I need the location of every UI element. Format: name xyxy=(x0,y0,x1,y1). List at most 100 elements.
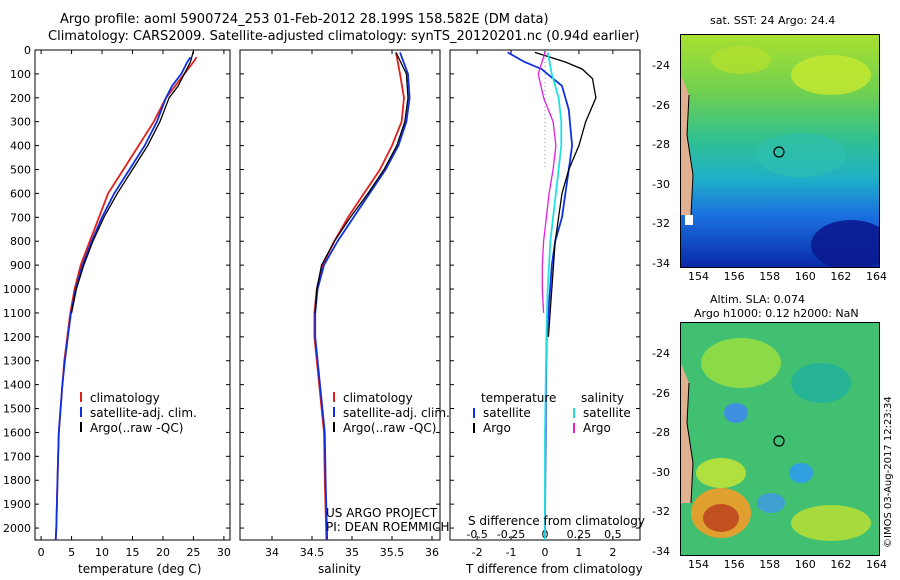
y-tick-label: 700 xyxy=(10,211,31,224)
y-tick-label: 1200 xyxy=(3,331,31,344)
header-line2: Climatology: CARS2009. Satellite-adjuste… xyxy=(48,29,640,44)
legend-temp-head: temperature xyxy=(481,391,557,405)
salinity-legend: climatology satellite-adj. clim. Argo(..… xyxy=(333,391,450,436)
series-line xyxy=(314,52,411,541)
salinity-xlabel: salinity xyxy=(318,562,362,576)
sla-map-image xyxy=(681,323,879,555)
map-y-tick-label: -24 xyxy=(652,347,670,360)
legend-sal-head: salinity xyxy=(581,391,625,405)
y-tick-label: 1000 xyxy=(3,283,31,296)
legend-item-satellite: satellite-adj. clim. xyxy=(333,406,450,421)
y-tick-label: 1300 xyxy=(3,355,31,368)
y-tick-label: 600 xyxy=(10,187,31,200)
project-line2: PI: DEAN ROEMMICH xyxy=(326,520,450,534)
y-tick-label: 1900 xyxy=(3,498,31,511)
salinity-panel: 34 34.5 35 35.5 36 xyxy=(239,49,441,559)
y-tick-label: 1700 xyxy=(3,450,31,463)
x-tick-label: 20 xyxy=(156,546,170,559)
map-x-tick-label: 160 xyxy=(794,558,816,571)
map-y-tick-label: -28 xyxy=(652,426,670,440)
x-tick-label: 34.5 xyxy=(300,546,325,559)
legend-item-climatology: climatology xyxy=(333,391,450,406)
y-tick-label: 1500 xyxy=(3,403,31,416)
y-tick-label: 300 xyxy=(10,116,31,129)
difference-xlabel-top: S difference from climatology xyxy=(468,514,645,528)
map-y-tick-label: -30 xyxy=(652,177,670,191)
sla-label1: Altim. SLA: 0.074 xyxy=(710,293,806,306)
map-x-tick-label: 156 xyxy=(723,270,745,283)
x-tick-label: 5 xyxy=(68,546,75,559)
sla-label2: Argo h1000: 0.12 h2000: NaN xyxy=(694,307,859,320)
x-tick-label: 10 xyxy=(95,546,109,559)
x-tick-label: 36 xyxy=(425,546,439,559)
credit-text: ©IMOS 03-Aug-2017 12:23:34 xyxy=(883,396,894,548)
map-y-tick-label: -32 xyxy=(652,505,670,519)
x-tick-label: 15 xyxy=(126,546,140,559)
profile-plots: 0100200300400500600700800900100011001200… xyxy=(3,44,641,559)
y-tick-label: 1600 xyxy=(3,426,31,439)
temperature-legend: climatology satellite-adj. clim. Argo(..… xyxy=(80,391,197,436)
map-y-tick-label: -26 xyxy=(652,386,670,400)
series-line xyxy=(537,52,557,313)
x-tick-label: 2 xyxy=(609,546,616,559)
map-y-tick-label: -34 xyxy=(652,257,670,270)
x-tick-label: -2 xyxy=(472,546,483,559)
x-tick-label: 0 xyxy=(542,546,549,559)
series-line xyxy=(544,52,563,540)
x-tick-label: 30 xyxy=(217,546,231,559)
series-line xyxy=(54,56,192,541)
sla-map xyxy=(680,322,880,556)
map-x-tick-label: 162 xyxy=(830,558,852,571)
map-y-tick-label: -32 xyxy=(652,217,670,231)
series-line xyxy=(70,51,195,314)
y-tick-label: 400 xyxy=(10,140,31,153)
plot-frame xyxy=(34,49,231,541)
map-y-tick-label: -30 xyxy=(652,465,670,479)
y-tick-label: 1800 xyxy=(3,474,31,487)
legend-item-argo: Argo(..raw -QC) xyxy=(80,421,197,436)
map-x-tick-label: 154 xyxy=(688,558,709,571)
s-tick-label: -0.25 xyxy=(497,528,525,541)
map-y-tick-label: -28 xyxy=(652,138,670,152)
x-tick-label: 0 xyxy=(38,546,45,559)
y-tick-label: 1100 xyxy=(3,307,31,320)
y-tick-label: 900 xyxy=(10,259,31,272)
difference-panel: -2 -1 0 1 2-0.5 -0.25 0 0.25 0.5 xyxy=(449,49,641,559)
map-x-tick-label: 154 xyxy=(688,270,709,283)
y-tick-label: 800 xyxy=(10,235,31,248)
project-line1: US ARGO PROJECT xyxy=(326,506,438,520)
header-line1: Argo profile: aoml 5900724_253 01-Feb-20… xyxy=(60,12,549,27)
x-tick-label: -1 xyxy=(506,546,517,559)
sst-map-image xyxy=(681,35,879,267)
x-tick-label: 1 xyxy=(575,546,582,559)
series-line xyxy=(534,51,597,337)
map-x-tick-label: 162 xyxy=(830,270,852,283)
series-line xyxy=(314,52,409,313)
difference-xlabel: T difference from climatology xyxy=(466,562,643,576)
map-y-tick-label: -24 xyxy=(652,59,670,72)
map-x-tick-label: 156 xyxy=(723,558,745,571)
sst-label: sat. SST: 24 Argo: 24.4 xyxy=(710,14,836,27)
s-tick-label: -0.5 xyxy=(466,528,487,541)
x-tick-label: 35.5 xyxy=(380,546,405,559)
legend-item-argo: Argo(..raw -QC) xyxy=(333,421,450,436)
map-y-tick-label: -26 xyxy=(652,98,670,112)
map-x-tick-label: 158 xyxy=(759,558,781,571)
map-x-tick-label: 164 xyxy=(866,270,887,283)
y-tick-label: 1400 xyxy=(3,379,31,392)
difference-legend: temperature salinity satellite satellite… xyxy=(473,391,653,436)
y-tick-label: 2000 xyxy=(3,522,31,535)
legend-item-satellite: satellite-adj. clim. xyxy=(80,406,197,421)
y-tick-label: 0 xyxy=(24,44,31,57)
map-x-tick-label: 158 xyxy=(759,270,781,283)
y-tick-label: 200 xyxy=(10,92,31,105)
map-x-tick-label: 160 xyxy=(794,270,816,283)
legend-item-climatology: climatology xyxy=(80,391,197,406)
y-tick-label: 500 xyxy=(10,164,31,177)
map-y-tick-label: -34 xyxy=(652,545,670,558)
map-x-tick-label: 164 xyxy=(866,558,887,571)
legend-sal-satellite: satellite xyxy=(583,406,631,420)
legend-temp-satellite: satellite xyxy=(483,406,531,420)
legend-temp-argo: Argo xyxy=(483,421,511,435)
s-tick-label: 0.5 xyxy=(604,528,622,541)
